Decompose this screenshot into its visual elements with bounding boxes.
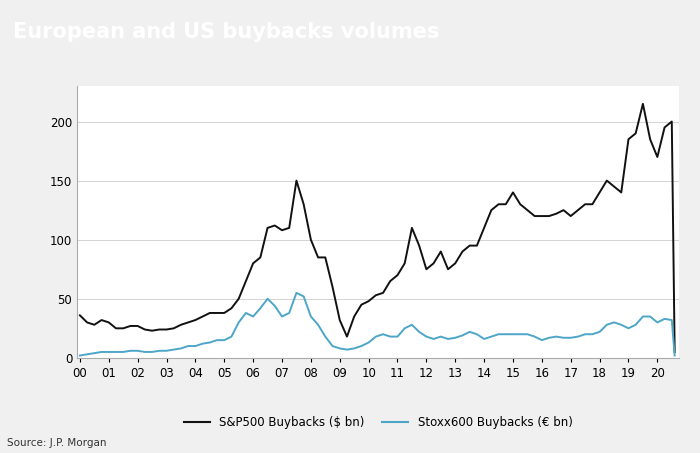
Text: European and US buybacks volumes: European and US buybacks volumes — [13, 22, 439, 43]
Text: Source: J.P. Morgan: Source: J.P. Morgan — [7, 439, 106, 448]
Legend: S&P500 Buybacks ($ bn), Stoxx600 Buybacks (€ bn): S&P500 Buybacks ($ bn), Stoxx600 Buyback… — [179, 411, 577, 434]
